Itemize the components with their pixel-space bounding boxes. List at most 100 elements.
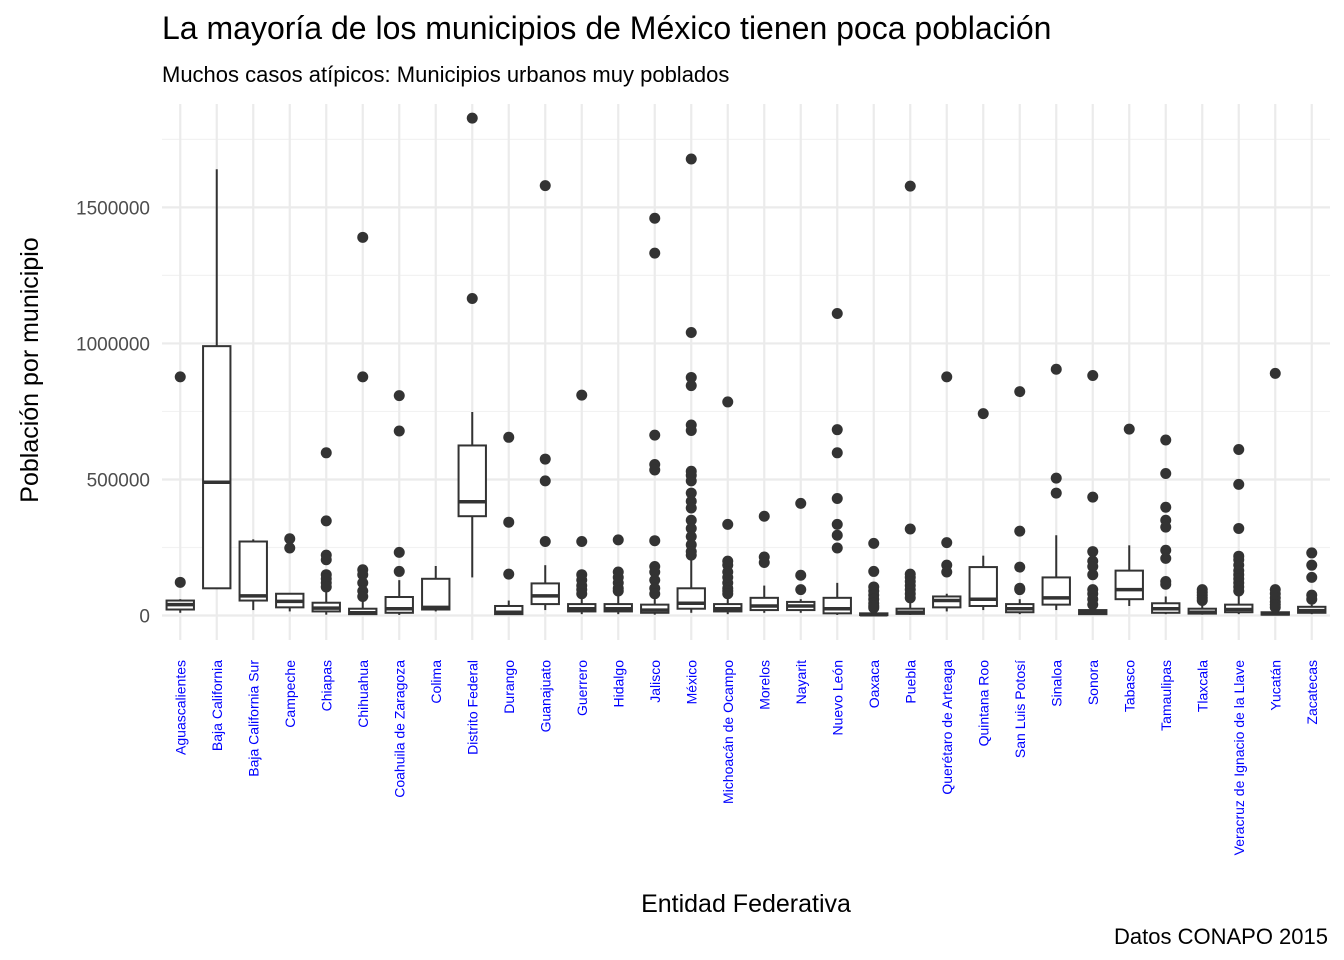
outlier-point: [466, 112, 478, 124]
outlier-point: [831, 308, 843, 320]
outlier-point: [357, 590, 369, 602]
outlier-point: [1014, 525, 1026, 537]
outlier-point: [1196, 595, 1208, 607]
x-tick-label: Tlaxcala: [1194, 660, 1210, 712]
outlier-point: [941, 537, 953, 549]
box-iqr: [202, 345, 232, 590]
box-16: [713, 396, 743, 615]
outlier-point: [1014, 584, 1026, 596]
x-tick-label: Sinaloa: [1048, 660, 1064, 707]
outlier-point: [831, 447, 843, 459]
outlier-point: [466, 293, 478, 305]
box-iqr: [457, 444, 487, 518]
x-tick-label: Jalisco: [647, 660, 663, 703]
y-axis-ticks: 0 500000 1000000 1500000: [76, 198, 150, 627]
outlier-point: [758, 556, 770, 568]
box-26: [1078, 370, 1108, 616]
outlier-point: [831, 529, 843, 541]
x-tick-label: Sonora: [1085, 660, 1101, 705]
x-tick-label: Campeche: [282, 660, 298, 728]
box-18: [786, 497, 816, 613]
outlier-point: [1014, 386, 1026, 398]
x-tick-label: Chiapas: [318, 660, 334, 711]
outlier-point: [1087, 491, 1099, 503]
outlier-point: [357, 371, 369, 383]
x-axis-ticks: Aguascalientes Baja California Baja Califo…: [172, 660, 1320, 856]
x-tick-label: Baja California Sur: [245, 660, 261, 777]
box-5: [311, 447, 341, 615]
box-17: [749, 510, 779, 613]
outlier-point: [357, 577, 369, 589]
x-axis-title: Entidad Federativa: [641, 890, 851, 918]
x-tick-label: Quintana Roo: [975, 660, 991, 747]
outlier-point: [649, 212, 661, 224]
outlier-point: [685, 514, 697, 526]
x-tick-label: Nayarit: [793, 660, 809, 704]
outlier-point: [393, 565, 405, 577]
outlier-point: [1087, 599, 1099, 611]
box-21: [895, 180, 925, 615]
outlier-point: [503, 568, 515, 580]
box-25: [1041, 363, 1071, 611]
outlier-point: [1306, 593, 1318, 605]
outlier-point: [831, 542, 843, 554]
outlier-point: [685, 475, 697, 487]
y-tick-label: 1500000: [76, 198, 150, 219]
box-23: [968, 408, 998, 611]
outlier-point: [576, 536, 588, 548]
outlier-point: [612, 585, 624, 597]
box-iqr: [530, 582, 560, 606]
box-14: [640, 212, 670, 615]
x-tick-label: Oaxaca: [866, 660, 882, 708]
outlier-point: [1050, 487, 1062, 499]
box-iqr: [676, 587, 706, 610]
outlier-point: [868, 537, 880, 549]
outlier-point: [1160, 552, 1172, 564]
x-tick-label: Guanajuato: [537, 660, 553, 733]
box-iqr: [1114, 569, 1144, 601]
outlier-point: [685, 153, 697, 165]
outlier-point: [576, 588, 588, 600]
box-29: [1187, 584, 1217, 615]
outlier-point: [685, 522, 697, 534]
boxplot-series: [165, 112, 1327, 617]
x-tick-label: San Luis Potosí: [1012, 660, 1028, 758]
outlier-point: [941, 371, 953, 383]
x-tick-label: Colima: [428, 660, 444, 704]
outlier-point: [320, 554, 332, 566]
outlier-point: [1306, 571, 1318, 583]
x-tick-label: Michoacán de Ocampo: [720, 660, 736, 804]
x-tick-label: Tabasco: [1121, 660, 1137, 712]
outlier-point: [685, 327, 697, 339]
box-22: [932, 371, 962, 612]
outlier-point: [1160, 544, 1172, 556]
y-tick-label: 500000: [87, 470, 150, 491]
chart-title: La mayoría de los municipios de México t…: [162, 10, 1052, 46]
outlier-point: [758, 510, 770, 522]
box-iqr: [494, 604, 524, 616]
outlier-point: [1087, 370, 1099, 382]
outlier-point: [649, 588, 661, 600]
outlier-point: [357, 231, 369, 243]
outlier-point: [1233, 522, 1245, 534]
x-tick-label: México: [683, 660, 699, 705]
box-iqr: [421, 577, 451, 611]
box-30: [1224, 444, 1254, 615]
outlier-point: [685, 531, 697, 543]
box-1: [165, 371, 195, 613]
outlier-point: [685, 380, 697, 392]
outlier-point: [685, 549, 697, 561]
outlier-point: [1233, 585, 1245, 597]
x-tick-label: Chihuahua: [355, 660, 371, 728]
outlier-point: [831, 424, 843, 436]
x-tick-label: Distrito Federal: [464, 660, 480, 755]
box-iqr: [1041, 576, 1071, 606]
outlier-point: [649, 535, 661, 547]
x-tick-label: Morelos: [756, 660, 772, 710]
outlier-point: [1160, 521, 1172, 533]
y-axis-title: Población por municipio: [16, 237, 44, 502]
outlier-point: [795, 497, 807, 509]
outlier-point: [795, 569, 807, 581]
x-tick-label: Guerrero: [574, 660, 590, 716]
outlier-point: [284, 533, 296, 545]
